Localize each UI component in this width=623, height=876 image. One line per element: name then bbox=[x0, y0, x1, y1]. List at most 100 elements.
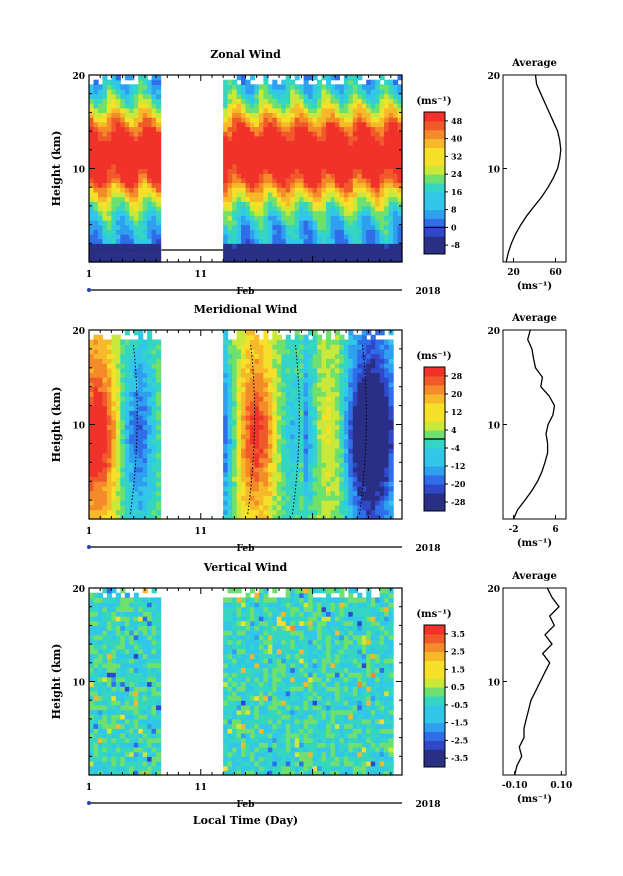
heatmap-cell bbox=[308, 410, 314, 416]
heatmap-cell bbox=[97, 344, 103, 350]
heatmap-cell bbox=[129, 686, 135, 692]
heatmap-cell bbox=[138, 433, 144, 440]
heatmap-cell bbox=[142, 219, 148, 226]
heatmap-cell bbox=[97, 481, 103, 487]
heatmap-cell bbox=[294, 252, 300, 258]
heatmap-cell bbox=[334, 75, 340, 81]
heatmap-cell bbox=[223, 348, 229, 355]
heatmap-cell bbox=[348, 145, 354, 151]
heatmap-cell bbox=[366, 103, 372, 109]
heatmap-cell bbox=[357, 471, 363, 478]
heatmap-cell bbox=[138, 495, 144, 501]
heatmap-cell bbox=[285, 500, 291, 506]
heatmap-cell bbox=[388, 93, 394, 99]
heatmap-cell bbox=[272, 500, 278, 506]
heatmap-cell bbox=[285, 210, 291, 216]
heatmap-cell bbox=[334, 457, 340, 463]
colorbar-swatch bbox=[424, 183, 445, 193]
heatmap-cell bbox=[241, 126, 247, 132]
heatmap-cell bbox=[388, 462, 394, 468]
heatmap-cell bbox=[151, 504, 157, 511]
heatmap-cell bbox=[111, 367, 117, 374]
heatmap-cell bbox=[129, 367, 135, 374]
heatmap-cell bbox=[133, 433, 139, 440]
heatmap-cell bbox=[89, 686, 95, 692]
heatmap-cell bbox=[330, 187, 336, 193]
heatmap-cell bbox=[348, 117, 354, 123]
heatmap-cell bbox=[111, 667, 117, 673]
heatmap-cell bbox=[120, 358, 126, 364]
heatmap-cell bbox=[352, 177, 358, 184]
heatmap-cell bbox=[133, 676, 139, 683]
heatmap-cell bbox=[151, 419, 157, 426]
heatmap-cell bbox=[102, 135, 108, 142]
heatmap-cell bbox=[232, 372, 238, 378]
heatmap-cell bbox=[111, 196, 117, 202]
heatmap-cell bbox=[263, 103, 269, 109]
heatmap-cell bbox=[111, 686, 117, 692]
heatmap-cell bbox=[352, 386, 358, 392]
heatmap-cell bbox=[281, 495, 287, 501]
heatmap-cell bbox=[129, 602, 135, 608]
heatmap-cell bbox=[232, 419, 238, 426]
heatmap-cell bbox=[375, 495, 381, 501]
heatmap-cell bbox=[138, 438, 144, 444]
heatmap-cell bbox=[326, 89, 332, 95]
heatmap-cell bbox=[97, 438, 103, 444]
heatmap-cell bbox=[142, 353, 148, 359]
heatmap-cell bbox=[290, 140, 296, 146]
heatmap-cell bbox=[317, 103, 323, 109]
heatmap-cell bbox=[263, 400, 269, 407]
heatmap-cell bbox=[339, 419, 345, 426]
heatmap-cell bbox=[312, 467, 318, 473]
heatmap-cell bbox=[102, 386, 108, 392]
heatmap-cell bbox=[352, 344, 358, 350]
heatmap-cell bbox=[317, 159, 323, 165]
heatmap-cell bbox=[111, 187, 117, 193]
heatmap-cell bbox=[312, 163, 318, 170]
heatmap-cell bbox=[334, 490, 340, 496]
heatmap-cell bbox=[258, 84, 264, 90]
heatmap-cell bbox=[236, 330, 242, 336]
heatmap-cell bbox=[290, 173, 296, 179]
heatmap-cell bbox=[111, 252, 117, 258]
heatmap-cell bbox=[115, 751, 121, 757]
heatmap-cell bbox=[97, 334, 103, 340]
heatmap-cell bbox=[236, 490, 242, 496]
heatmap-cell bbox=[384, 182, 390, 188]
heatmap-cell bbox=[129, 770, 135, 776]
heatmap-cell bbox=[142, 467, 148, 473]
heatmap-cell bbox=[120, 616, 126, 622]
heatmap-cell bbox=[120, 154, 126, 160]
heatmap-cell bbox=[133, 704, 139, 711]
heatmap-cell bbox=[236, 75, 242, 81]
heatmap-cell bbox=[124, 386, 130, 392]
heatmap-cell bbox=[326, 504, 332, 511]
heatmap-cell bbox=[89, 348, 95, 355]
heatmap-cell bbox=[142, 107, 148, 113]
heatmap-cell bbox=[294, 481, 300, 487]
heatmap-cell bbox=[138, 84, 144, 90]
heatmap-cell bbox=[115, 611, 121, 617]
heatmap-cell bbox=[312, 334, 318, 340]
heatmap-cell bbox=[334, 509, 340, 515]
heatmap-cell bbox=[129, 154, 135, 160]
heatmap-cell bbox=[334, 405, 340, 411]
heatmap-cell bbox=[308, 177, 314, 184]
heatmap-cell bbox=[89, 344, 95, 350]
heatmap-cell bbox=[379, 177, 385, 184]
heatmap-cell bbox=[321, 238, 327, 244]
heatmap-cell bbox=[133, 210, 139, 216]
heatmap-cell bbox=[352, 248, 358, 254]
heatmap-cell bbox=[156, 348, 162, 355]
heatmap-cell bbox=[339, 348, 345, 355]
heatmap-cell bbox=[272, 149, 278, 156]
heatmap-cell bbox=[115, 424, 121, 430]
heatmap-cell bbox=[254, 233, 260, 240]
heatmap-cell bbox=[317, 471, 323, 478]
heatmap-cell bbox=[334, 107, 340, 113]
heatmap-cell bbox=[227, 382, 233, 388]
heatmap-cell bbox=[388, 196, 394, 202]
heatmap-cell bbox=[294, 448, 300, 454]
heatmap-cell bbox=[375, 163, 381, 170]
